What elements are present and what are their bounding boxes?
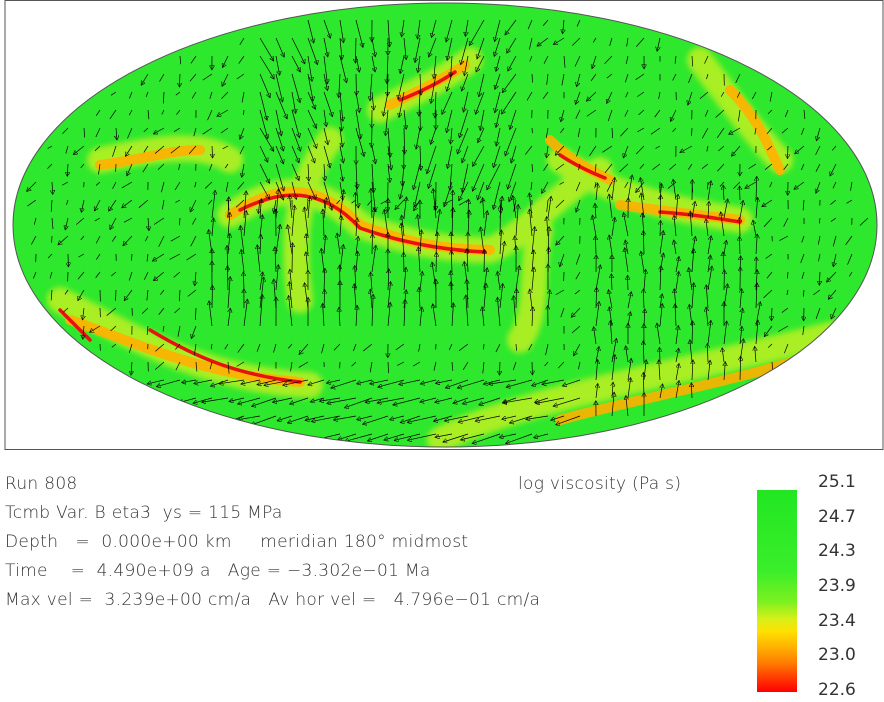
info-line: Depth = 0.000e+00 km meridian 180° midmo…: [5, 532, 468, 552]
map: [0, 0, 884, 455]
colorbar-label: 23.0: [818, 645, 856, 665]
page: Run 808 log viscosity (Pa s) Tcmb Var. B…: [0, 0, 884, 702]
colorbar: [757, 490, 797, 692]
colorbar-label: 25.1: [818, 472, 856, 492]
info-line: Max vel = 3.239e+00 cm/a Av hor vel = 4.…: [5, 590, 540, 610]
colorbar-label: 23.9: [818, 576, 856, 596]
colorbar-label: 23.4: [818, 611, 856, 631]
colorbar-title: log viscosity (Pa s): [518, 474, 681, 494]
info-line: Time = 4.490e+09 a Age = −3.302e−01 Ma: [5, 561, 431, 581]
colorbar-label: 22.6: [818, 680, 856, 700]
run-label: Run 808: [5, 474, 78, 494]
info-line: Tcmb Var. B eta3 ys = 115 MPa: [5, 503, 283, 523]
colorbar-label: 24.3: [818, 541, 856, 561]
colorbar-label: 24.7: [818, 507, 856, 527]
